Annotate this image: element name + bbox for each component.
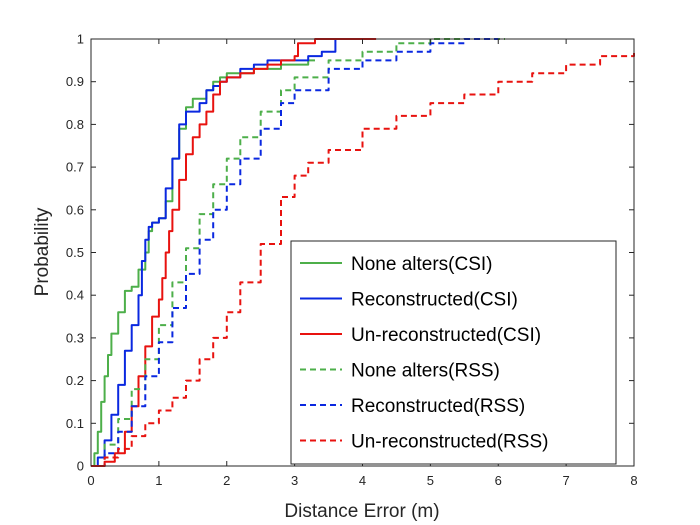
y-tick-label: 0.6 — [66, 202, 84, 217]
x-tick-label: 1 — [155, 473, 162, 488]
y-tick-label: 1 — [77, 32, 84, 47]
y-tick-label: 0.2 — [66, 373, 84, 388]
series-line-3 — [91, 38, 377, 467]
legend-label-1: None alters(CSI) — [351, 254, 493, 275]
x-tick-label: 3 — [291, 473, 298, 488]
y-tick-label: 0.8 — [66, 117, 84, 132]
y-tick-label: 0 — [77, 459, 84, 474]
x-tick-label: 2 — [223, 473, 230, 488]
y-tick-label: 0.1 — [66, 416, 84, 431]
x-tick-label: 7 — [563, 473, 570, 488]
y-tick-label: 0.5 — [66, 245, 84, 260]
y-axis-label: Probability — [32, 207, 53, 296]
x-tick-label: 0 — [87, 473, 94, 488]
legend: None alters(CSI) Reconstructed(CSI) Un-rec… — [290, 240, 617, 465]
legend-label-5: Reconstructed(RSS) — [351, 396, 525, 417]
x-tick-label: 4 — [359, 473, 366, 488]
x-tick-label: 8 — [630, 473, 637, 488]
y-tick-label: 0.4 — [66, 288, 84, 303]
x-axis-label: Distance Error (m) — [284, 501, 439, 522]
series-line-5 — [91, 38, 499, 467]
y-tick-label: 0.9 — [66, 74, 84, 89]
legend-box — [290, 240, 617, 465]
x-tick-label: 5 — [427, 473, 434, 488]
series-line-6 — [91, 51, 635, 467]
legend-label-6: Un-reconstructed(RSS) — [351, 432, 548, 453]
series-line-4 — [91, 38, 505, 467]
legend-label-3: Un-reconstructed(CSI) — [351, 325, 541, 346]
y-tick-label: 0.3 — [66, 330, 84, 345]
legend-label-4: None alters(RSS) — [351, 361, 500, 382]
series-line-2 — [91, 39, 337, 467]
legend-label-2: Reconstructed(CSI) — [351, 290, 518, 311]
series-layer — [91, 38, 635, 467]
x-tick-label: 6 — [495, 473, 502, 488]
y-tick-label: 0.7 — [66, 160, 84, 175]
